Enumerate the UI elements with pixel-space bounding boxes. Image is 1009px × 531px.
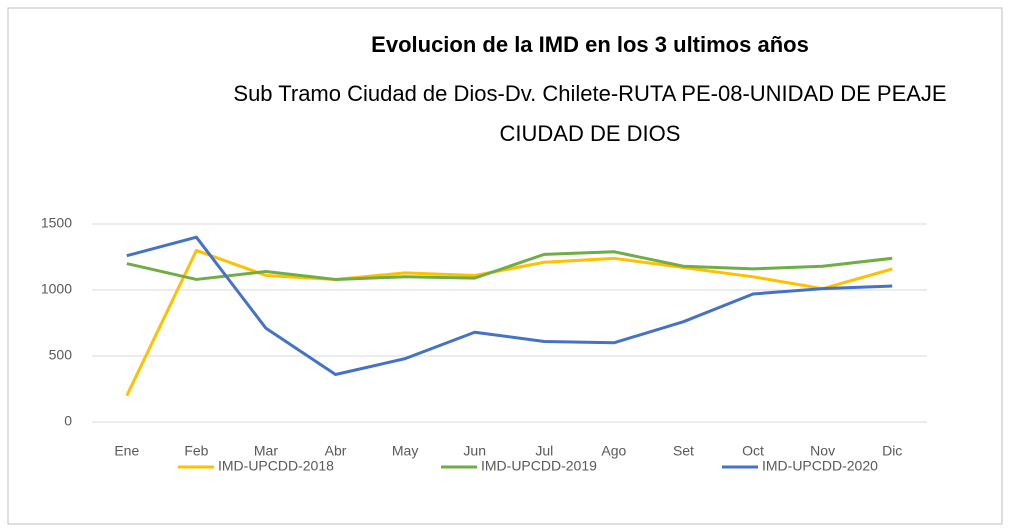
- x-tick-label: Nov: [810, 443, 835, 459]
- chart-subtitle: Sub Tramo Ciudad de Dios-Dv. Chilete-RUT…: [233, 81, 947, 146]
- y-tick-label: 1000: [41, 281, 72, 297]
- y-tick-label: 0: [64, 413, 72, 429]
- series-line: [126, 235, 893, 376]
- x-tick-label: Set: [673, 443, 694, 459]
- y-tick-label: 500: [49, 347, 73, 363]
- series-line: [125, 248, 893, 397]
- x-tick-label: Mar: [254, 443, 278, 459]
- y-tick-label: 1500: [41, 215, 72, 231]
- legend-label: IMD-UPCDD-2020: [762, 458, 878, 474]
- legend-label: IMD-UPCDD-2019: [481, 458, 597, 474]
- series-line: [126, 250, 893, 281]
- x-tick-label: Ene: [114, 443, 139, 459]
- x-tick-label: Jul: [535, 443, 553, 459]
- chart-title: Evolucion de la IMD en los 3 ultimos año…: [371, 32, 809, 57]
- x-tick-label: May: [392, 443, 418, 459]
- x-tick-label: Oct: [742, 443, 764, 459]
- x-tick-label: Jun: [463, 443, 486, 459]
- x-tick-label: Ago: [601, 443, 626, 459]
- x-tick-label: Feb: [184, 443, 208, 459]
- legend-label: IMD-UPCDD-2018: [218, 458, 334, 474]
- x-tick-label: Dic: [882, 443, 902, 459]
- x-tick-label: Abr: [325, 443, 347, 459]
